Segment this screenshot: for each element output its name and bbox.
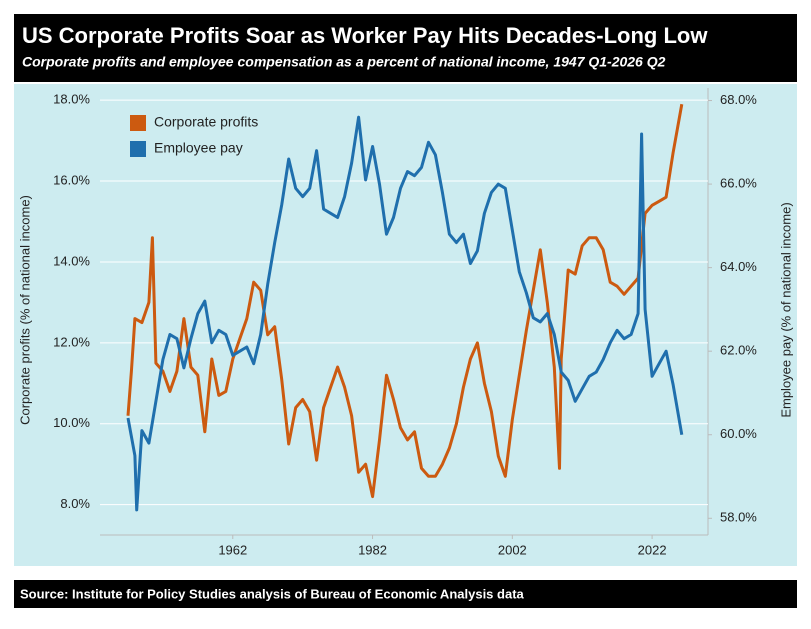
y-tick-label: 10.0% (53, 415, 90, 430)
y2-tick-label: 58.0% (720, 510, 757, 525)
y-axis-label: Corporate profits (% of national income) (17, 195, 32, 425)
legend-swatch (130, 115, 146, 131)
y-tick-label: 12.0% (53, 334, 90, 349)
x-tick-label: 1962 (218, 542, 247, 557)
legend-swatch (130, 141, 146, 157)
chart-subtitle: Corporate profits and employee compensat… (22, 54, 666, 70)
chart-title: US Corporate Profits Soar as Worker Pay … (22, 23, 708, 48)
header (14, 14, 797, 82)
y-tick-label: 16.0% (53, 172, 90, 187)
source: Source: Institute for Policy Studies ana… (20, 586, 525, 601)
y2-tick-label: 62.0% (720, 343, 757, 358)
y-tick-label: 14.0% (53, 253, 90, 268)
plot-background (14, 84, 797, 566)
footer (14, 580, 797, 608)
x-tick-label: 1982 (358, 542, 387, 557)
y2-tick-label: 60.0% (720, 426, 757, 441)
series-line (126, 103, 684, 499)
y2-tick-label: 64.0% (720, 259, 757, 274)
x-tick-label: 2022 (638, 542, 667, 557)
legend-label: Corporate profits (154, 114, 258, 130)
y2-tick-label: 68.0% (720, 92, 757, 107)
y-tick-label: 8.0% (60, 496, 90, 511)
x-tick-label: 2002 (498, 542, 527, 557)
legend-label: Employee pay (154, 140, 243, 156)
series-line (126, 115, 684, 512)
y2-axis-label: Employee pay (% of national income) (778, 202, 793, 417)
y-tick-label: 18.0% (53, 92, 90, 107)
y2-tick-label: 66.0% (720, 176, 757, 191)
